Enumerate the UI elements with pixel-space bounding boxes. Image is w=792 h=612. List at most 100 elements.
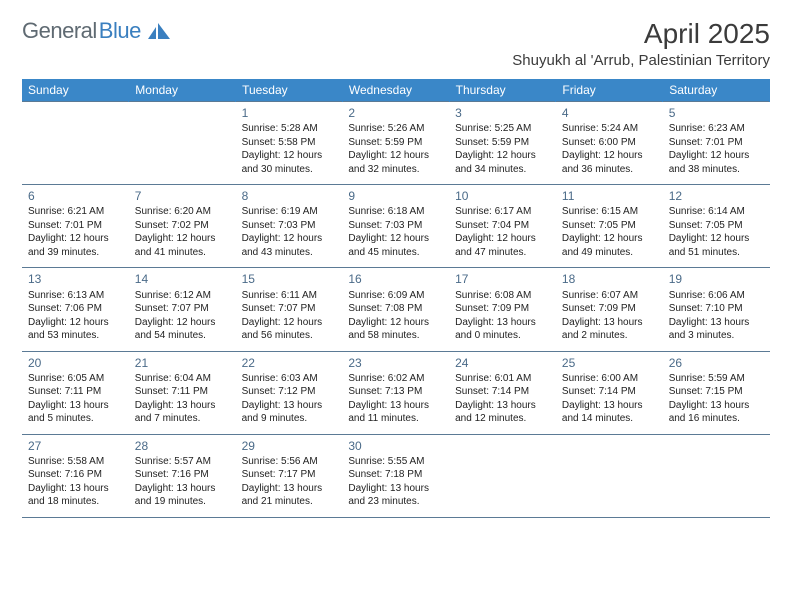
- sunrise-line: Sunrise: 6:15 AM: [562, 205, 657, 219]
- sunset-line: Sunset: 7:02 PM: [135, 219, 230, 233]
- sunset-line: Sunset: 7:15 PM: [669, 385, 764, 399]
- calendar-cell: 7Sunrise: 6:20 AMSunset: 7:02 PMDaylight…: [129, 185, 236, 268]
- day-number: 22: [242, 355, 337, 371]
- sunset-line: Sunset: 5:59 PM: [455, 136, 550, 150]
- sunset-line: Sunset: 7:14 PM: [562, 385, 657, 399]
- calendar-cell: 6Sunrise: 6:21 AMSunset: 7:01 PMDaylight…: [22, 185, 129, 268]
- calendar-cell: 13Sunrise: 6:13 AMSunset: 7:06 PMDayligh…: [22, 268, 129, 351]
- day-number: 12: [669, 188, 764, 204]
- daylight-line: Daylight: 12 hours and 32 minutes.: [348, 149, 443, 176]
- day-number: 2: [348, 105, 443, 121]
- sunset-line: Sunset: 7:12 PM: [242, 385, 337, 399]
- header: GeneralBlue April 2025 Shuyukh al 'Arrub…: [22, 18, 770, 69]
- day-number: 17: [455, 271, 550, 287]
- daylight-line: Daylight: 12 hours and 39 minutes.: [28, 232, 123, 259]
- sunset-line: Sunset: 7:16 PM: [135, 468, 230, 482]
- daylight-line: Daylight: 12 hours and 45 minutes.: [348, 232, 443, 259]
- day-number: 18: [562, 271, 657, 287]
- sunrise-line: Sunrise: 5:28 AM: [242, 122, 337, 136]
- calendar-cell: 22Sunrise: 6:03 AMSunset: 7:12 PMDayligh…: [236, 351, 343, 434]
- sunset-line: Sunset: 7:03 PM: [348, 219, 443, 233]
- daylight-line: Daylight: 12 hours and 43 minutes.: [242, 232, 337, 259]
- weekday-header: Sunday: [22, 79, 129, 102]
- sunrise-line: Sunrise: 5:57 AM: [135, 455, 230, 469]
- daylight-line: Daylight: 13 hours and 0 minutes.: [455, 316, 550, 343]
- sunrise-line: Sunrise: 6:09 AM: [348, 289, 443, 303]
- calendar-cell: 23Sunrise: 6:02 AMSunset: 7:13 PMDayligh…: [342, 351, 449, 434]
- daylight-line: Daylight: 12 hours and 34 minutes.: [455, 149, 550, 176]
- day-number: 28: [135, 438, 230, 454]
- sunset-line: Sunset: 7:07 PM: [242, 302, 337, 316]
- calendar-cell: 3Sunrise: 5:25 AMSunset: 5:59 PMDaylight…: [449, 102, 556, 185]
- calendar-row: 20Sunrise: 6:05 AMSunset: 7:11 PMDayligh…: [22, 351, 770, 434]
- calendar-cell: [129, 102, 236, 185]
- day-number: 21: [135, 355, 230, 371]
- sunrise-line: Sunrise: 6:02 AM: [348, 372, 443, 386]
- weekday-header: Tuesday: [236, 79, 343, 102]
- calendar-cell: [22, 102, 129, 185]
- daylight-line: Daylight: 13 hours and 23 minutes.: [348, 482, 443, 509]
- sunrise-line: Sunrise: 6:19 AM: [242, 205, 337, 219]
- sunset-line: Sunset: 7:01 PM: [669, 136, 764, 150]
- calendar-row: 6Sunrise: 6:21 AMSunset: 7:01 PMDaylight…: [22, 185, 770, 268]
- calendar-cell: 24Sunrise: 6:01 AMSunset: 7:14 PMDayligh…: [449, 351, 556, 434]
- sunset-line: Sunset: 7:14 PM: [455, 385, 550, 399]
- sunrise-line: Sunrise: 6:18 AM: [348, 205, 443, 219]
- sunrise-line: Sunrise: 5:55 AM: [348, 455, 443, 469]
- sunrise-line: Sunrise: 6:12 AM: [135, 289, 230, 303]
- calendar-cell: 15Sunrise: 6:11 AMSunset: 7:07 PMDayligh…: [236, 268, 343, 351]
- sunrise-line: Sunrise: 6:01 AM: [455, 372, 550, 386]
- day-number: 3: [455, 105, 550, 121]
- calendar-cell: [449, 434, 556, 517]
- title-block: April 2025 Shuyukh al 'Arrub, Palestinia…: [512, 18, 770, 69]
- day-number: 27: [28, 438, 123, 454]
- calendar-cell: 2Sunrise: 5:26 AMSunset: 5:59 PMDaylight…: [342, 102, 449, 185]
- sunrise-line: Sunrise: 6:20 AM: [135, 205, 230, 219]
- daylight-line: Daylight: 12 hours and 51 minutes.: [669, 232, 764, 259]
- sunrise-line: Sunrise: 5:26 AM: [348, 122, 443, 136]
- calendar-cell: 18Sunrise: 6:07 AMSunset: 7:09 PMDayligh…: [556, 268, 663, 351]
- logo: GeneralBlue: [22, 18, 172, 44]
- daylight-line: Daylight: 12 hours and 53 minutes.: [28, 316, 123, 343]
- daylight-line: Daylight: 12 hours and 47 minutes.: [455, 232, 550, 259]
- logo-text-2: Blue: [99, 18, 141, 44]
- day-number: 30: [348, 438, 443, 454]
- day-number: 8: [242, 188, 337, 204]
- calendar-cell: [556, 434, 663, 517]
- calendar-cell: 26Sunrise: 5:59 AMSunset: 7:15 PMDayligh…: [663, 351, 770, 434]
- calendar-cell: 21Sunrise: 6:04 AMSunset: 7:11 PMDayligh…: [129, 351, 236, 434]
- calendar-row: 1Sunrise: 5:28 AMSunset: 5:58 PMDaylight…: [22, 102, 770, 185]
- day-number: 20: [28, 355, 123, 371]
- day-number: 1: [242, 105, 337, 121]
- daylight-line: Daylight: 13 hours and 5 minutes.: [28, 399, 123, 426]
- sunset-line: Sunset: 7:08 PM: [348, 302, 443, 316]
- day-number: 11: [562, 188, 657, 204]
- daylight-line: Daylight: 12 hours and 36 minutes.: [562, 149, 657, 176]
- daylight-line: Daylight: 13 hours and 18 minutes.: [28, 482, 123, 509]
- calendar-cell: 12Sunrise: 6:14 AMSunset: 7:05 PMDayligh…: [663, 185, 770, 268]
- weekday-header: Friday: [556, 79, 663, 102]
- day-number: 14: [135, 271, 230, 287]
- logo-sails-icon: [146, 21, 172, 41]
- sunset-line: Sunset: 7:11 PM: [28, 385, 123, 399]
- day-number: 6: [28, 188, 123, 204]
- daylight-line: Daylight: 12 hours and 58 minutes.: [348, 316, 443, 343]
- day-number: 19: [669, 271, 764, 287]
- sunrise-line: Sunrise: 6:04 AM: [135, 372, 230, 386]
- sunset-line: Sunset: 7:05 PM: [562, 219, 657, 233]
- calendar-cell: 30Sunrise: 5:55 AMSunset: 7:18 PMDayligh…: [342, 434, 449, 517]
- sunrise-line: Sunrise: 6:00 AM: [562, 372, 657, 386]
- sunrise-line: Sunrise: 6:06 AM: [669, 289, 764, 303]
- sunset-line: Sunset: 7:06 PM: [28, 302, 123, 316]
- day-number: 5: [669, 105, 764, 121]
- sunrise-line: Sunrise: 5:59 AM: [669, 372, 764, 386]
- sunrise-line: Sunrise: 6:11 AM: [242, 289, 337, 303]
- sunset-line: Sunset: 7:13 PM: [348, 385, 443, 399]
- weekday-header-row: Sunday Monday Tuesday Wednesday Thursday…: [22, 79, 770, 102]
- daylight-line: Daylight: 12 hours and 54 minutes.: [135, 316, 230, 343]
- daylight-line: Daylight: 13 hours and 2 minutes.: [562, 316, 657, 343]
- sunrise-line: Sunrise: 5:56 AM: [242, 455, 337, 469]
- daylight-line: Daylight: 13 hours and 9 minutes.: [242, 399, 337, 426]
- sunrise-line: Sunrise: 6:05 AM: [28, 372, 123, 386]
- daylight-line: Daylight: 12 hours and 38 minutes.: [669, 149, 764, 176]
